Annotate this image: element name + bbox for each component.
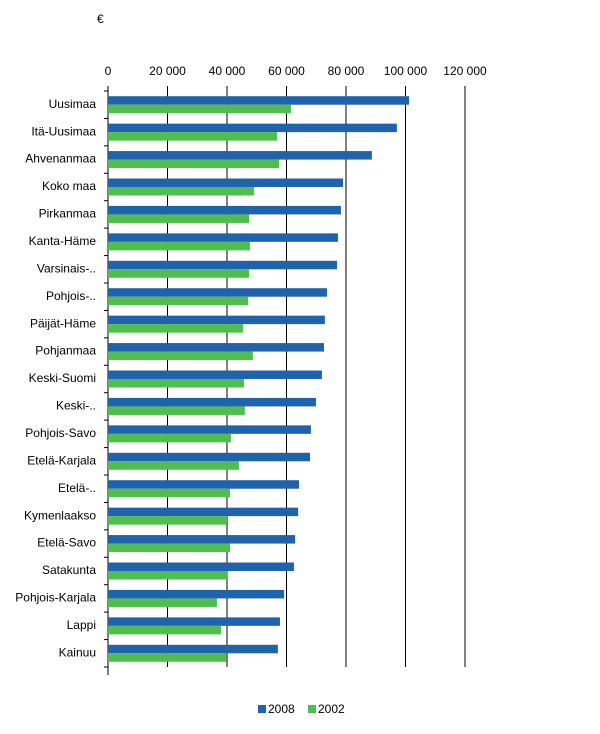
bar <box>108 260 338 270</box>
y-tick-label: Uusimaa <box>49 97 97 111</box>
legend-label: 2008 <box>268 702 295 716</box>
bar <box>108 571 228 580</box>
y-tick-label: Koko maa <box>42 179 96 193</box>
x-tick-label: 40 000 <box>209 64 246 78</box>
y-tick-label: Keski-.. <box>56 399 96 413</box>
bar <box>108 104 291 114</box>
bar <box>108 343 324 352</box>
bar <box>108 241 250 251</box>
bar <box>108 433 231 443</box>
bar <box>108 425 311 434</box>
bar <box>108 132 277 141</box>
y-tick-label: Päijät-Häme <box>30 316 96 330</box>
y-tick-label: Varsinais-.. <box>37 261 96 275</box>
bar <box>108 562 294 571</box>
y-tick-label: Kanta-Häme <box>29 234 97 248</box>
y-tick-label: Keski-Suomi <box>29 371 96 385</box>
bar <box>108 535 296 544</box>
bar <box>108 205 341 215</box>
bar <box>108 324 244 333</box>
bar <box>108 543 230 553</box>
unit-label: € <box>97 12 104 26</box>
y-tick-label: Pirkanmaa <box>39 207 97 221</box>
bar <box>108 178 344 187</box>
bar <box>108 507 299 517</box>
x-tick-label: 0 <box>105 64 112 78</box>
x-tick-label: 100 000 <box>384 64 428 78</box>
y-tick-label: Etelä-Savo <box>37 536 96 550</box>
bar <box>108 406 245 415</box>
y-tick-label: Kainuu <box>59 645 96 659</box>
y-tick-label: Pohjanmaa <box>35 344 96 358</box>
y-tick-label: Lappi <box>67 618 96 632</box>
bar <box>108 269 250 278</box>
bar <box>108 653 227 662</box>
x-tick-label: 60 000 <box>268 64 305 78</box>
bar <box>108 488 230 498</box>
y-tick-label: Etelä-Karjala <box>27 453 96 467</box>
x-tick-label: 80 000 <box>328 64 365 78</box>
legend-label: 2002 <box>318 702 345 716</box>
bar <box>108 288 327 297</box>
y-tick-label: Pohjois-.. <box>46 289 96 303</box>
y-tick-label: Kymenlaakso <box>24 508 96 522</box>
bar <box>108 625 222 635</box>
bar <box>108 397 316 407</box>
y-tick-label: Pohjois-Karjala <box>15 591 96 605</box>
bar <box>108 644 278 654</box>
bar <box>108 214 250 223</box>
y-tick-label: Ahvenanmaa <box>25 152 96 166</box>
bar <box>108 96 410 105</box>
bar <box>108 151 372 160</box>
bar <box>108 315 325 325</box>
bar <box>108 233 338 242</box>
y-tick-label: Pohjois-Savo <box>25 426 96 440</box>
legend-swatch <box>308 705 316 713</box>
bar <box>108 123 397 133</box>
bar <box>108 480 299 489</box>
y-tick-label: Satakunta <box>42 563 96 577</box>
bar <box>108 589 285 599</box>
bar <box>108 351 253 361</box>
x-tick-label: 20 000 <box>149 64 186 78</box>
bar <box>108 598 217 607</box>
bar <box>108 187 255 196</box>
bar <box>108 296 249 306</box>
legend-swatch <box>258 705 266 713</box>
bar <box>108 452 311 462</box>
bar <box>108 516 227 525</box>
y-tick-label: Itä-Uusimaa <box>31 124 96 138</box>
bar <box>108 159 280 169</box>
y-tick-label: Etelä-.. <box>58 481 96 495</box>
bar <box>108 370 322 379</box>
x-tick-label: 120 000 <box>443 64 487 78</box>
bar <box>108 461 239 470</box>
bar <box>108 617 280 626</box>
bar <box>108 379 244 388</box>
